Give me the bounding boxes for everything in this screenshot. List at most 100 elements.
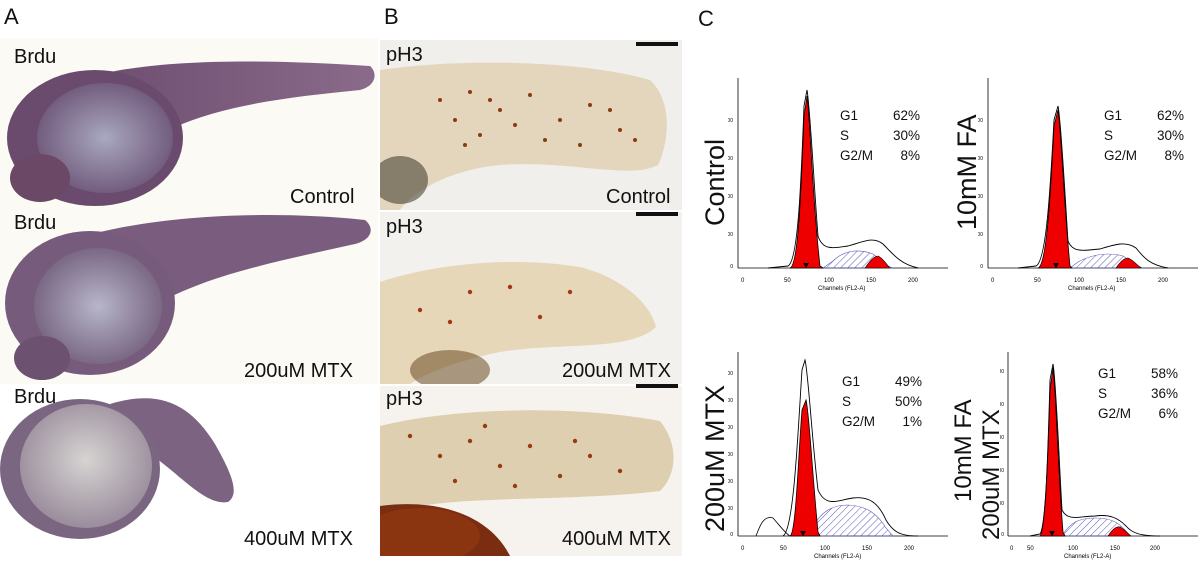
phase-pct: 30% xyxy=(1156,128,1184,143)
control-label-b: Control xyxy=(606,186,671,208)
y-tick: 100 xyxy=(728,506,733,512)
x-tick: 150 xyxy=(866,278,877,284)
x-tick: 0 xyxy=(991,278,995,284)
y-tick: 800 xyxy=(978,118,983,124)
scale-bar-2 xyxy=(636,212,678,216)
phase-label: G2/M xyxy=(1104,148,1138,163)
brdu-embryo-400mtx xyxy=(0,398,234,539)
y-tick: 0 xyxy=(730,532,733,538)
phase-label: S xyxy=(842,394,852,409)
y-tick: 400 xyxy=(728,194,733,200)
phase-pct: 30% xyxy=(892,128,920,143)
mtx200-label-b: 200uM MTX xyxy=(562,360,671,382)
flow-histogram-200mtx: 0 100 200 300 400 500 600 0 50 100 150 2… xyxy=(728,352,948,560)
x-axis-title: Channels (FL2-A) xyxy=(1068,286,1115,292)
panel-letter-c: C xyxy=(698,6,714,31)
condition-label-fa-line1: 10mM FA xyxy=(950,399,977,502)
x-tick: 150 xyxy=(862,546,873,552)
x-tick: 200 xyxy=(904,546,915,552)
phase-label: S xyxy=(840,128,850,143)
brdu-embryo-200mtx xyxy=(5,215,371,380)
flow-histogram-fa: 0 200 400 600 800 0 50 100 150 200 Chann… xyxy=(978,78,1198,292)
phase-pct: 6% xyxy=(1158,406,1178,421)
stats-200mtx: G1 49% S 50% G2/M 1% xyxy=(842,372,922,432)
x-tick: 200 xyxy=(1150,546,1161,552)
x-axis-title: Channels (FL2-A) xyxy=(1064,554,1111,560)
ph3-label-3: pH3 xyxy=(386,388,423,410)
y-tick: 600 xyxy=(728,371,733,377)
y-tick: 200 xyxy=(728,232,733,238)
x-axis-title: Channels (FL2-A) xyxy=(814,554,861,560)
x-tick: 0 xyxy=(741,278,745,284)
y-tick: 400 xyxy=(1000,402,1004,408)
phase-pct: 8% xyxy=(900,148,920,163)
x-axis-title: Channels (FL2-A) xyxy=(818,286,865,292)
ph3-embryo-400mtx xyxy=(380,410,674,556)
y-tick: 200 xyxy=(1000,468,1004,474)
ph3-embryo-control xyxy=(380,62,667,210)
phase-label: G2/M xyxy=(840,148,874,163)
y-tick: 600 xyxy=(978,156,983,162)
ph3-200mtx-image xyxy=(380,212,682,384)
x-tick: 0 xyxy=(1010,546,1014,552)
ph3-label-1: pH3 xyxy=(386,44,423,66)
phase-pct: 50% xyxy=(894,394,922,409)
ph3-label-2: pH3 xyxy=(386,216,423,238)
y-tick: 200 xyxy=(978,232,983,238)
stats-control: G1 62% S 30% G2/M 8% xyxy=(840,106,920,166)
ph3-embryo-200mtx xyxy=(380,262,656,384)
control-label-a: Control xyxy=(290,186,355,208)
x-tick: 100 xyxy=(820,546,831,552)
y-tick: 0 xyxy=(1001,532,1004,538)
brdu-control-image xyxy=(0,38,378,208)
phase-label: S xyxy=(1098,386,1108,401)
y-tick: 500 xyxy=(1000,369,1004,375)
scale-bar-1 xyxy=(636,42,678,46)
brdu-label-3: Brdu xyxy=(14,386,57,408)
x-tick: 50 xyxy=(1027,546,1034,552)
x-tick: 150 xyxy=(1116,278,1127,284)
x-tick: 200 xyxy=(1158,278,1169,284)
y-tick: 500 xyxy=(728,398,733,404)
y-tick: 200 xyxy=(728,479,733,485)
phase-label: G2/M xyxy=(842,414,876,429)
x-tick: 50 xyxy=(784,278,791,284)
flow-histogram-control: 0 200 400 600 800 0 50 100 150 200 Chann… xyxy=(728,78,948,292)
phase-pct: 1% xyxy=(902,414,922,429)
phase-pct: 62% xyxy=(1156,108,1184,123)
mtx400-label-a: 400uM MTX xyxy=(244,528,353,550)
phase-label: G1 xyxy=(1104,108,1123,123)
y-tick: 300 xyxy=(728,452,733,458)
phase-label: S xyxy=(1104,128,1114,143)
y-tick: 600 xyxy=(728,156,733,162)
phase-pct: 36% xyxy=(1150,386,1178,401)
y-tick: 300 xyxy=(1000,435,1004,441)
y-tick: 100 xyxy=(1000,501,1004,507)
brdu-label-1: Brdu xyxy=(14,46,57,68)
y-tick: 400 xyxy=(728,425,733,431)
mtx400-label-b: 400uM MTX xyxy=(562,528,671,550)
x-tick: 150 xyxy=(1110,546,1121,552)
flow-histogram-fa-200mtx: 0 100 200 300 400 500 0 50 100 150 200 C… xyxy=(1000,352,1198,560)
panel-letter-b: B xyxy=(384,4,399,29)
scale-bar-3 xyxy=(636,384,678,388)
phase-pct: 62% xyxy=(892,108,920,123)
mtx200-label-a: 200uM MTX xyxy=(244,360,353,382)
x-tick: 100 xyxy=(1068,546,1079,552)
ph3-control-image xyxy=(380,40,682,210)
y-tick: 800 xyxy=(728,118,733,124)
phase-pct: 8% xyxy=(1164,148,1184,163)
condition-label-200mtx: 200uM MTX xyxy=(700,384,730,532)
ph3-400mtx-image xyxy=(380,386,682,556)
x-tick: 50 xyxy=(780,546,787,552)
condition-label-control: Control xyxy=(700,138,730,226)
panel-letter-a: A xyxy=(4,4,19,29)
x-tick: 200 xyxy=(908,278,919,284)
phase-label: G1 xyxy=(1098,366,1117,381)
x-tick: 50 xyxy=(1034,278,1041,284)
brdu-embryo-control xyxy=(7,61,375,206)
brdu-400mtx-image xyxy=(0,384,378,554)
phase-label: G2/M xyxy=(1098,406,1132,421)
brdu-200mtx-image xyxy=(0,208,378,384)
x-tick: 0 xyxy=(741,546,745,552)
